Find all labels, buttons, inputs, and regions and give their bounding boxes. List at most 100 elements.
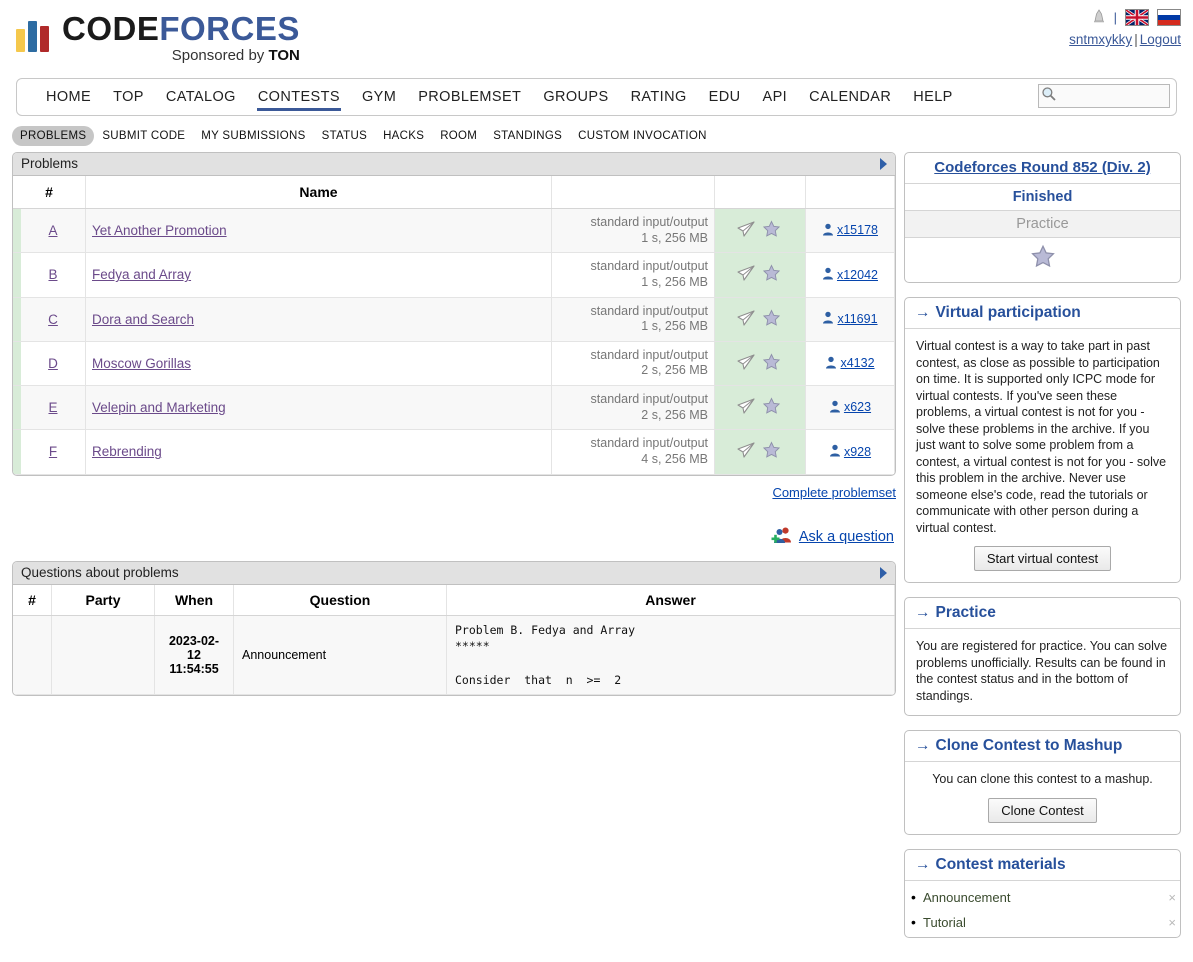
nav-list: HOME TOP CATALOG CONTESTS GYM PROBLEMSET… xyxy=(17,79,1176,115)
list-item[interactable]: Tutorial × xyxy=(905,910,1180,935)
nav-item-contests[interactable]: CONTESTS xyxy=(247,79,351,115)
problem-index-link[interactable]: E xyxy=(48,400,58,416)
bell-icon[interactable] xyxy=(1092,9,1106,25)
submit-plane-icon[interactable] xyxy=(736,398,756,418)
start-virtual-contest-button[interactable]: Start virtual contest xyxy=(973,546,1112,572)
logout-link[interactable]: Logout xyxy=(1139,32,1181,47)
problems-header-row: # Name xyxy=(13,176,895,209)
problem-io: standard input/output xyxy=(590,303,708,318)
answer-text: Problem B. Fedya and Array ***** Conside… xyxy=(455,622,636,687)
tab-submit-code[interactable]: SUBMIT CODE xyxy=(102,130,186,142)
contest-title-link[interactable]: Codeforces Round 852 (Div. 2) xyxy=(934,159,1151,176)
nav-item-api[interactable]: API xyxy=(762,89,788,105)
submit-plane-icon[interactable] xyxy=(736,310,756,330)
problem-name-link[interactable]: Dora and Search xyxy=(92,311,195,327)
russia-flag-icon[interactable] xyxy=(1157,8,1181,26)
clone-contest-button[interactable]: Clone Contest xyxy=(988,797,1097,823)
tab-hacks[interactable]: HACKS xyxy=(383,130,425,142)
problem-name-link[interactable]: Rebrending xyxy=(92,444,162,460)
sponsor-prefix: Sponsored by xyxy=(171,47,269,64)
submit-plane-icon[interactable] xyxy=(736,442,756,462)
problem-index-link[interactable]: A xyxy=(48,223,58,239)
collapse-toggle-icon[interactable] xyxy=(880,566,887,579)
problem-io: standard input/output xyxy=(590,347,708,362)
nav-item-help[interactable]: HELP xyxy=(913,89,953,105)
favourite-star-icon[interactable] xyxy=(762,220,781,241)
close-icon[interactable]: × xyxy=(1168,889,1176,905)
problem-index-link[interactable]: F xyxy=(48,444,58,460)
problem-index-link[interactable]: C xyxy=(48,311,58,327)
uk-flag-icon[interactable] xyxy=(1125,8,1149,26)
problem-name-cell: Rebrending xyxy=(85,429,552,475)
search-input[interactable] xyxy=(1057,88,1161,104)
problem-name-cell: Velepin and Marketing xyxy=(85,385,552,431)
complete-problemset-link[interactable]: Complete problemset xyxy=(772,484,896,500)
virtual-title-text: Virtual participation xyxy=(935,304,1081,321)
problem-index-link[interactable]: D xyxy=(48,355,58,371)
tab-room[interactable]: ROOM xyxy=(440,130,478,142)
search-icon xyxy=(1041,86,1057,107)
tab-custom-invocation[interactable]: CUSTOM INVOCATION xyxy=(578,130,707,142)
codeforces-logo[interactable]: CODEFORCES Sponsored by TON xyxy=(16,12,300,63)
problem-name-link[interactable]: Fedya and Array xyxy=(92,267,192,283)
tab-status[interactable]: STATUS xyxy=(321,130,368,142)
ask-question-link[interactable]: Ask a question xyxy=(798,529,894,545)
tab-standings[interactable]: STANDINGS xyxy=(493,130,563,142)
close-icon[interactable]: × xyxy=(1168,914,1176,930)
search-box[interactable] xyxy=(1038,84,1170,108)
solved-count-link[interactable]: x11691 xyxy=(837,311,878,326)
problem-name-link[interactable]: Yet Another Promotion xyxy=(92,223,227,239)
contest-status: Finished xyxy=(905,184,1180,211)
question-when-cell: 2023-02-12 11:54:55 xyxy=(154,615,234,696)
problem-index-link[interactable]: B xyxy=(48,267,58,283)
ask-question-row: Ask a question xyxy=(12,526,896,549)
username-link[interactable]: sntmxykky xyxy=(1069,32,1133,47)
nav-item-rating[interactable]: RATING xyxy=(630,89,687,105)
contest-subtabs: PROBLEMS SUBMIT CODE MY SUBMISSIONS STAT… xyxy=(12,126,1193,146)
material-link-tutorial[interactable]: Tutorial xyxy=(923,914,966,930)
problems-table: Problems # Name xyxy=(12,152,896,476)
nav-item-problemset[interactable]: PROBLEMSET xyxy=(418,89,522,105)
solved-count-link[interactable]: x12042 xyxy=(836,267,878,282)
favourite-star-icon[interactable] xyxy=(762,441,781,462)
favourite-star-icon[interactable] xyxy=(762,397,781,418)
column-header-index: # xyxy=(13,176,86,209)
solved-count-link[interactable]: x15178 xyxy=(836,223,878,238)
nav-item-top[interactable]: TOP xyxy=(113,89,144,105)
table-row[interactable]: F Rebrending standard input/output 4 s, 2… xyxy=(13,429,895,475)
favourite-star-icon[interactable] xyxy=(1030,244,1056,273)
tab-problems[interactable]: PROBLEMS xyxy=(12,126,95,146)
solved-count-link[interactable]: x4132 xyxy=(840,356,875,371)
favourite-star-icon[interactable] xyxy=(762,309,781,330)
favourite-star-icon[interactable] xyxy=(762,353,781,374)
nav-item-catalog[interactable]: CATALOG xyxy=(165,89,236,105)
submit-plane-icon[interactable] xyxy=(736,354,756,374)
submit-plane-icon[interactable] xyxy=(736,221,756,241)
table-row[interactable]: B Fedya and Array standard input/output 1… xyxy=(13,252,895,298)
problem-index-cell: B xyxy=(21,252,86,298)
virtual-participation-box: → Virtual participation Virtual contest i… xyxy=(904,297,1181,584)
column-header-name: Name xyxy=(85,176,552,209)
nav-item-groups[interactable]: GROUPS xyxy=(543,89,609,105)
solved-count-link[interactable]: x623 xyxy=(843,400,872,415)
solved-count-link[interactable]: x928 xyxy=(843,444,872,459)
nav-item-calendar[interactable]: CALENDAR xyxy=(809,89,892,105)
problem-solved-cell: x15178 xyxy=(805,208,895,254)
favourite-star-icon[interactable] xyxy=(762,264,781,285)
nav-item-gym[interactable]: GYM xyxy=(361,89,397,105)
table-row[interactable]: A Yet Another Promotion standard input/o… xyxy=(13,208,895,254)
table-row[interactable]: E Velepin and Marketing standard input/o… xyxy=(13,385,895,431)
table-row[interactable]: D Moscow Gorillas standard input/output 2… xyxy=(13,341,895,387)
nav-item-edu[interactable]: EDU xyxy=(708,89,741,105)
collapse-toggle-icon[interactable] xyxy=(880,158,887,170)
problem-name-link[interactable]: Moscow Gorillas xyxy=(92,355,192,371)
table-row[interactable]: C Dora and Search standard input/output 1… xyxy=(13,297,895,342)
nav-item-home[interactable]: HOME xyxy=(46,89,92,105)
problem-solved-cell: x623 xyxy=(805,385,895,431)
list-item[interactable]: Announcement × xyxy=(905,885,1180,910)
submit-plane-icon[interactable] xyxy=(736,265,756,285)
material-link-announcement[interactable]: Announcement xyxy=(923,889,1011,905)
problem-name-link[interactable]: Velepin and Marketing xyxy=(92,400,226,416)
tab-my-submissions[interactable]: MY SUBMISSIONS xyxy=(201,130,306,142)
virtual-participation-text: Virtual contest is a way to take part in… xyxy=(916,339,1167,535)
